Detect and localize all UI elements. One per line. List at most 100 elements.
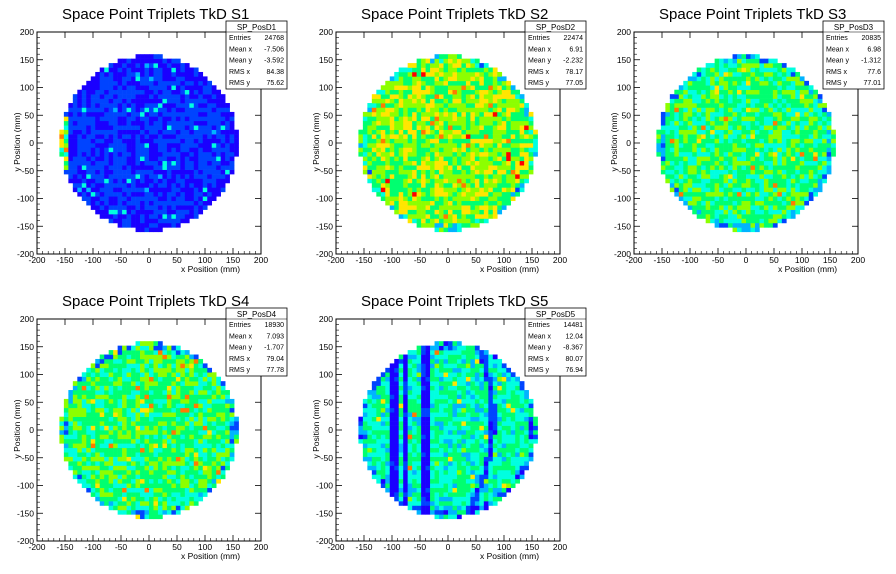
heatmap-cell xyxy=(117,469,123,475)
heatmap-cell xyxy=(754,205,760,210)
heatmap-cell xyxy=(153,398,159,404)
heatmap-cell xyxy=(407,174,413,179)
heatmap-cell xyxy=(692,160,698,166)
heatmap-cell xyxy=(90,363,96,369)
heatmap-cell xyxy=(157,487,163,493)
heatmap-cell xyxy=(216,169,221,175)
heatmap-cell xyxy=(795,160,801,166)
heatmap-cell xyxy=(678,182,684,188)
heatmap-cell xyxy=(198,103,204,108)
heatmap-cell xyxy=(701,85,706,91)
heatmap-cell xyxy=(198,209,204,215)
heatmap-cell xyxy=(398,151,404,157)
heatmap-cell xyxy=(162,416,168,422)
heatmap-cell xyxy=(140,394,145,400)
heatmap-cell xyxy=(723,125,729,130)
heatmap-cell xyxy=(492,67,498,73)
heatmap-cell xyxy=(492,80,498,86)
heatmap-cell xyxy=(144,403,150,409)
heatmap-cell xyxy=(153,514,159,520)
y-tick-label: 0 xyxy=(626,138,631,148)
heatmap-cell xyxy=(184,169,190,175)
heatmap-cell xyxy=(153,421,159,426)
heatmap-cell xyxy=(90,390,96,395)
heatmap-cell xyxy=(403,111,408,117)
heatmap-cell xyxy=(470,182,476,188)
heatmap-cell xyxy=(759,129,765,135)
heatmap-cell xyxy=(669,182,675,188)
heatmap-cell xyxy=(822,120,827,126)
x-tick-label: -50 xyxy=(712,255,725,265)
heatmap-cell xyxy=(225,116,230,122)
heatmap-cell xyxy=(162,191,168,197)
heatmap-cell xyxy=(68,407,74,413)
heatmap-cell xyxy=(189,182,195,188)
heatmap-cell xyxy=(674,89,680,95)
y-tick-label: 150 xyxy=(20,55,34,65)
heatmap-cell xyxy=(678,89,684,95)
heatmap-cell xyxy=(367,143,373,148)
heatmap-cell xyxy=(434,143,440,148)
heatmap-cell xyxy=(813,138,818,144)
heatmap-cell xyxy=(728,120,733,126)
heatmap-cell xyxy=(113,160,118,166)
heatmap-cell xyxy=(166,447,172,453)
heatmap-cell xyxy=(113,412,118,417)
heatmap-cell xyxy=(759,147,765,153)
heatmap-cell xyxy=(506,89,512,95)
heatmap-cell xyxy=(149,165,154,170)
heatmap-cell xyxy=(140,407,145,413)
heatmap-cell xyxy=(171,354,177,360)
heatmap-cell xyxy=(122,350,127,355)
heatmap-cell xyxy=(501,111,507,117)
heatmap-cell xyxy=(149,103,154,108)
heatmap-cell xyxy=(99,134,105,139)
heatmap-cell xyxy=(108,205,114,210)
heatmap-cell xyxy=(786,85,792,91)
heatmap-cell xyxy=(479,165,485,170)
heatmap-cell xyxy=(149,363,154,369)
heatmap-cell xyxy=(99,469,105,475)
heatmap-cell xyxy=(719,107,724,113)
heatmap-cell xyxy=(220,182,226,188)
heatmap-cell xyxy=(483,169,489,175)
heatmap-cell xyxy=(380,120,386,126)
heatmap-cell xyxy=(144,443,150,449)
heatmap-cell xyxy=(207,187,213,193)
heatmap-cell xyxy=(425,169,431,175)
heatmap-cell xyxy=(781,116,787,122)
heatmap-cell xyxy=(108,456,114,462)
heatmap-cell xyxy=(81,381,87,386)
heatmap-cell xyxy=(497,151,503,157)
heatmap-cell xyxy=(470,187,476,193)
heatmap-cell xyxy=(153,505,159,511)
heatmap-cell xyxy=(380,138,386,144)
heatmap-cell xyxy=(131,398,136,404)
heatmap-cell xyxy=(95,372,101,378)
heatmap-cell xyxy=(524,143,529,148)
heatmap-cell xyxy=(737,222,742,228)
heatmap-cell xyxy=(470,125,476,130)
heatmap-cell xyxy=(171,147,177,153)
heatmap-cell xyxy=(732,218,738,224)
heatmap-cell xyxy=(443,116,449,122)
heatmap-cell xyxy=(470,200,476,206)
heatmap-cell xyxy=(371,94,377,99)
heatmap-cell xyxy=(799,98,805,104)
heatmap-cell xyxy=(660,138,666,144)
heatmap-cell xyxy=(104,354,109,360)
heatmap-cell xyxy=(131,169,136,175)
heatmap-cell xyxy=(68,403,74,409)
heatmap-cell xyxy=(108,71,114,77)
heatmap-cell xyxy=(519,165,525,170)
x-tick-label: -150 xyxy=(56,255,73,265)
heatmap-cell xyxy=(122,496,127,502)
heatmap-cell xyxy=(470,160,476,166)
heatmap-cell xyxy=(81,469,87,475)
heatmap-cell xyxy=(59,134,65,139)
heatmap-cell xyxy=(171,156,177,162)
heatmap-cell xyxy=(144,94,150,99)
heatmap-cell xyxy=(710,200,715,206)
heatmap-cell xyxy=(696,160,702,166)
heatmap-cell xyxy=(117,58,123,64)
